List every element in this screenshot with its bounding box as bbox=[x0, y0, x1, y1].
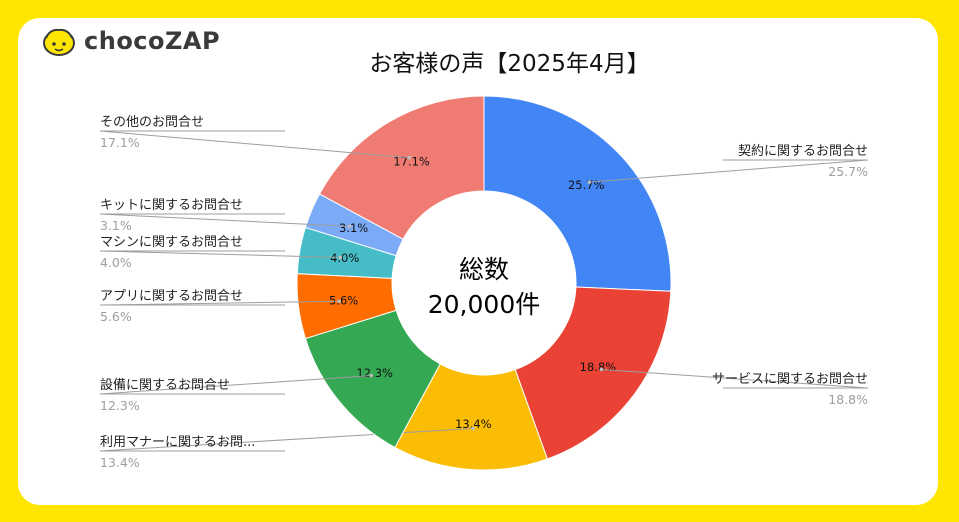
slice-percent-label: 5.6% bbox=[100, 309, 132, 324]
leader-dot bbox=[471, 426, 475, 431]
chocozap-mascot-icon bbox=[43, 28, 75, 56]
slice-percent-label: 18.8% bbox=[828, 392, 868, 407]
chart-title: お客様の声【2025年4月】 bbox=[369, 51, 650, 77]
leader-line bbox=[589, 159, 869, 183]
leader-dot bbox=[369, 373, 374, 378]
slice-category-label: マシンに関するお問合せ bbox=[100, 235, 243, 250]
slice-category-label: その他のお問合せ bbox=[100, 115, 204, 130]
leader-dot bbox=[599, 367, 604, 372]
leader-dot bbox=[337, 299, 342, 304]
leader-dot bbox=[338, 255, 343, 260]
slice-value-label: 18.8% bbox=[580, 360, 617, 374]
slice-category-label: アプリに関するお問合せ bbox=[100, 289, 243, 304]
leader-dot bbox=[347, 224, 352, 229]
slice-value-label: 17.1% bbox=[393, 154, 430, 168]
leader-line bbox=[99, 213, 350, 227]
slice-percent-label: 17.1% bbox=[100, 135, 140, 150]
slice-value-label: 25.7% bbox=[568, 178, 605, 192]
slice-value-label: 5.6% bbox=[329, 294, 358, 308]
center-label-total: 20,000件 bbox=[427, 290, 541, 319]
donut-hole bbox=[392, 191, 576, 375]
slice-category-label: 設備に関するお問合せ bbox=[100, 377, 230, 393]
center-label-title: 総数 bbox=[458, 255, 509, 284]
slice-category-label: 契約に関するお問合せ bbox=[738, 144, 868, 159]
leader-line bbox=[99, 130, 410, 159]
chocozap-logo: chocoZAP bbox=[40, 26, 220, 56]
slice-percent-label: 3.1% bbox=[100, 218, 132, 233]
leader-line bbox=[99, 250, 341, 258]
slice-percent-label: 12.3% bbox=[100, 398, 140, 413]
leader-line bbox=[601, 368, 869, 389]
slice-category-label: 利用マナーに関するお問... bbox=[100, 435, 255, 450]
leader-dot bbox=[587, 180, 592, 184]
slice-value-label: 12.3% bbox=[356, 366, 393, 380]
brand-name: chocoZAP bbox=[84, 27, 221, 55]
slice-percent-label: 4.0% bbox=[100, 255, 132, 270]
slice-category-label: サービスに関するお問合せ bbox=[712, 372, 868, 387]
slice-percent-label: 25.7% bbox=[828, 164, 868, 179]
slice-value-label: 4.0% bbox=[330, 251, 359, 265]
slice-category-label: キットに関するお問合せ bbox=[100, 198, 243, 213]
slice-value-label: 13.4% bbox=[455, 417, 492, 431]
leader-line bbox=[99, 300, 340, 306]
leader-line bbox=[99, 427, 474, 452]
leader-dot bbox=[407, 155, 412, 160]
slice-value-label: 3.1% bbox=[339, 221, 368, 235]
slice-percent-label: 13.4% bbox=[100, 455, 140, 470]
leader-line bbox=[99, 375, 372, 395]
